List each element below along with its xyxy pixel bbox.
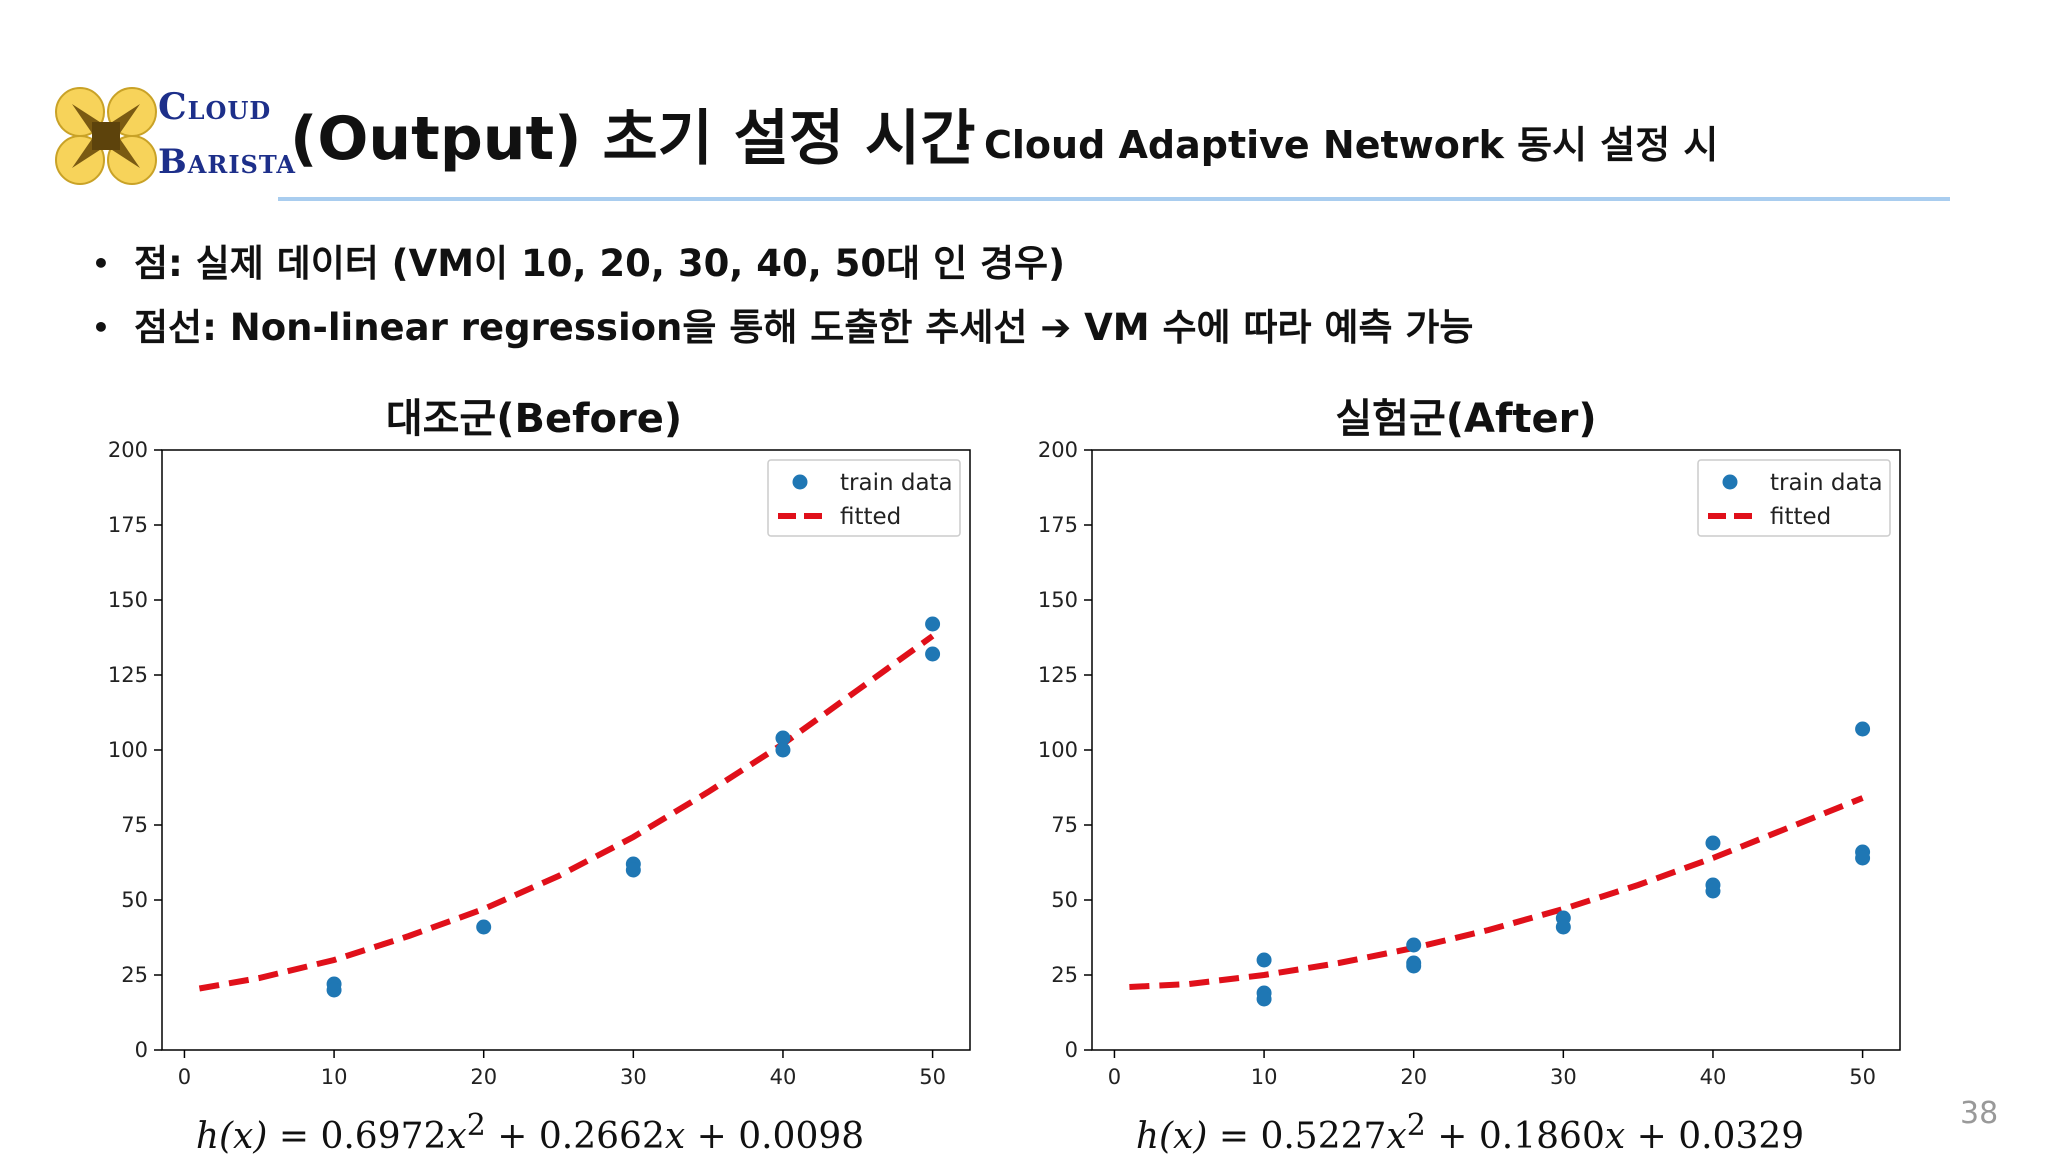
y-tick-label: 25 <box>121 963 148 987</box>
train-data-point <box>625 862 641 878</box>
train-data-point <box>925 646 941 662</box>
y-tick-label: 25 <box>1051 963 1078 987</box>
bullet-dot-icon: • <box>92 247 110 280</box>
train-data-point <box>775 742 791 758</box>
y-tick-label: 75 <box>121 813 148 837</box>
x-tick-label: 30 <box>1550 1065 1577 1089</box>
y-tick-label: 150 <box>1038 588 1078 612</box>
x-tick-label: 0 <box>178 1065 191 1089</box>
train-data-point <box>1855 850 1871 866</box>
bullet-text: 점선: Non-linear regression을 통해 도출한 추세선 ➔ … <box>134 306 1474 349</box>
fitted-line <box>1129 795 1864 990</box>
y-tick-label: 100 <box>1038 738 1078 762</box>
y-tick-label: 100 <box>108 738 148 762</box>
y-tick-label: 150 <box>108 588 148 612</box>
train-data-point <box>1705 883 1721 899</box>
y-tick-label: 75 <box>1051 813 1078 837</box>
y-tick-label: 125 <box>108 663 148 687</box>
train-data-point <box>1256 991 1272 1007</box>
chart-after: 0 25 50 75 100 125 150 175 200 0 10 20 30 40 50 train d… <box>1038 438 1901 1089</box>
cloud-barista-logo <box>55 87 157 185</box>
train-data-point <box>775 730 791 746</box>
x-tick-label: 10 <box>321 1065 348 1089</box>
x-tick-label: 40 <box>1700 1065 1727 1089</box>
chart-title-before: 대조군(Before) <box>385 396 683 442</box>
train-data-point <box>925 616 941 632</box>
x-tick-label: 20 <box>470 1065 497 1089</box>
page-title: (Output) 초기 설정 시간 <box>290 104 976 174</box>
y-tick-label: 175 <box>108 513 148 537</box>
y-tick-label: 175 <box>1038 513 1078 537</box>
y-tick-label: 125 <box>1038 663 1078 687</box>
y-tick-label: 50 <box>121 888 148 912</box>
train-data-point <box>1855 721 1871 737</box>
x-tick-label: 40 <box>770 1065 797 1089</box>
y-tick-label: 200 <box>1038 438 1078 462</box>
page-number: 38 <box>1960 1096 1999 1131</box>
legend-label-train-data: train data <box>840 470 953 496</box>
y-tick-label: 0 <box>135 1038 148 1062</box>
x-tick-label: 50 <box>1849 1065 1876 1089</box>
formula-before: h(x) = 0.6972x2 + 0.2662x + 0.0098 <box>195 1108 865 1157</box>
bullet-item-points: • 점: 실제 데이터 (VM이 10, 20, 30, 40, 50대 인 경우… <box>92 232 1473 296</box>
formula-after: h(x) = 0.5227x2 + 0.1860x + 0.0329 <box>1135 1108 1805 1157</box>
train-data-point <box>1705 835 1721 851</box>
bullet-text: 점: 실제 데이터 (VM이 10, 20, 30, 40, 50대 인 경우) <box>134 242 1065 285</box>
plot-area <box>161 449 971 1051</box>
x-tick-label: 20 <box>1400 1065 1427 1089</box>
train-data-point <box>1406 937 1422 953</box>
page-subtitle: - Cloud Adaptive Network 동시 설정 시 <box>955 123 1719 167</box>
legend-label-fitted: fitted <box>1770 504 1831 530</box>
legend-label-fitted: fitted <box>840 504 901 530</box>
bullet-list: • 점: 실제 데이터 (VM이 10, 20, 30, 40, 50대 인 경우… <box>92 232 1473 360</box>
train-data-point <box>476 919 492 935</box>
logo-text-cloud: CLOUD <box>158 86 272 128</box>
y-tick-label: 200 <box>108 438 148 462</box>
legend-point-marker <box>792 474 808 490</box>
y-tick-label: 0 <box>1065 1038 1078 1062</box>
x-tick-label: 0 <box>1108 1065 1121 1089</box>
x-tick-label: 10 <box>1251 1065 1278 1089</box>
bullet-dot-icon: • <box>92 311 110 344</box>
fitted-line <box>198 633 935 992</box>
y-tick-label: 50 <box>1051 888 1078 912</box>
x-tick-label: 30 <box>620 1065 647 1089</box>
train-data-point <box>1406 958 1422 974</box>
train-data-point <box>1555 919 1571 935</box>
chart-title-after: 실험군(After) <box>1335 396 1597 442</box>
x-tick-label: 50 <box>919 1065 946 1089</box>
legend-label-train-data: train data <box>1770 470 1883 496</box>
bullet-item-dashed-line: • 점선: Non-linear regression을 통해 도출한 추세선 ➔… <box>92 296 1473 360</box>
train-data-point <box>1256 952 1272 968</box>
legend-point-marker <box>1722 474 1738 490</box>
train-data-point <box>326 982 342 998</box>
chart-before: 0 25 50 75 100 125 150 175 200 0 10 20 30 40 50 train d… <box>108 438 971 1089</box>
plot-area <box>1091 449 1901 1051</box>
header-divider <box>278 197 1950 201</box>
logo-text-barista: BARISTA <box>158 142 297 182</box>
